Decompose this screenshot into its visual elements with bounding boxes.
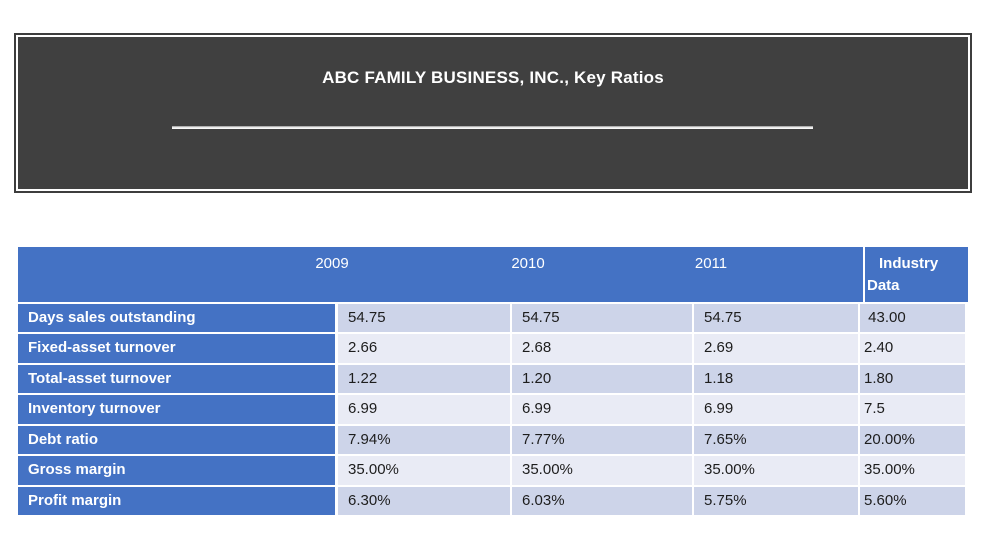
row-label: Debt ratio bbox=[18, 425, 338, 457]
table-row-fixed-asset-turnover: Fixed-asset turnover 2.66 2.68 2.69 2.40 bbox=[18, 334, 968, 365]
value-cell: 7.94% bbox=[338, 425, 512, 457]
value-cell: 35.00% bbox=[338, 456, 512, 487]
value-cell: 43.00 bbox=[860, 304, 965, 335]
row-label: Fixed-asset turnover bbox=[18, 334, 338, 365]
col-header-2011: 2011 bbox=[694, 255, 728, 272]
value-cell: 6.30% bbox=[338, 486, 512, 517]
table-row-total-asset-turnover: Total-asset turnover 1.22 1.20 1.18 1.80 bbox=[18, 364, 968, 396]
value-cell: 35.00% bbox=[860, 456, 965, 487]
key-ratios-table: 2009 2010 2011 Industry Data Days sales … bbox=[18, 247, 968, 517]
row-label: Profit margin bbox=[18, 486, 338, 517]
col-header-industry-data: Industry Data bbox=[863, 247, 968, 302]
table-header-row: 2009 2010 2011 Industry Data bbox=[18, 247, 968, 304]
value-cell: 2.68 bbox=[512, 334, 694, 365]
value-cell: 1.18 bbox=[694, 364, 860, 396]
value-cell: 7.5 bbox=[860, 395, 965, 426]
value-cell: 54.75 bbox=[338, 304, 512, 335]
row-label: Gross margin bbox=[18, 456, 338, 487]
title-divider-line bbox=[172, 126, 813, 129]
table-row-inventory-turnover: Inventory turnover 6.99 6.99 6.99 7.5 bbox=[18, 395, 968, 426]
value-cell: 5.60% bbox=[860, 486, 965, 517]
value-cell: 7.77% bbox=[512, 425, 694, 457]
value-cell: 1.80 bbox=[860, 364, 965, 396]
title-box: ABC FAMILY BUSINESS, INC., Key Ratios bbox=[14, 33, 972, 193]
value-cell: 35.00% bbox=[512, 456, 694, 487]
table-row-debt-ratio: Debt ratio 7.94% 7.77% 7.65% 20.00% bbox=[18, 425, 968, 457]
value-cell: 6.99 bbox=[694, 395, 860, 426]
col-header-2010: 2010 bbox=[511, 255, 545, 272]
table-row-gross-margin: Gross margin 35.00% 35.00% 35.00% 35.00% bbox=[18, 456, 968, 487]
value-cell: 1.22 bbox=[338, 364, 512, 396]
value-cell: 7.65% bbox=[694, 425, 860, 457]
row-label: Total-asset turnover bbox=[18, 364, 338, 396]
col-header-2009: 2009 bbox=[315, 255, 349, 272]
value-cell: 2.69 bbox=[694, 334, 860, 365]
value-cell: 54.75 bbox=[512, 304, 694, 335]
row-label: Days sales outstanding bbox=[18, 304, 338, 335]
value-cell: 20.00% bbox=[860, 425, 965, 457]
value-cell: 1.20 bbox=[512, 364, 694, 396]
value-cell: 2.40 bbox=[860, 334, 965, 365]
slide-title: ABC FAMILY BUSINESS, INC., Key Ratios bbox=[322, 68, 664, 87]
row-label: Inventory turnover bbox=[18, 395, 338, 426]
title-box-fill: ABC FAMILY BUSINESS, INC., Key Ratios bbox=[18, 37, 968, 189]
table-row-days-sales-outstanding: Days sales outstanding 54.75 54.75 54.75… bbox=[18, 304, 968, 335]
value-cell: 5.75% bbox=[694, 486, 860, 517]
value-cell: 6.99 bbox=[338, 395, 512, 426]
value-cell: 2.66 bbox=[338, 334, 512, 365]
table-body: Days sales outstanding 54.75 54.75 54.75… bbox=[18, 304, 968, 517]
value-cell: 35.00% bbox=[694, 456, 860, 487]
table-row-profit-margin: Profit margin 6.30% 6.03% 5.75% 5.60% bbox=[18, 486, 968, 517]
value-cell: 54.75 bbox=[694, 304, 860, 335]
value-cell: 6.03% bbox=[512, 486, 694, 517]
value-cell: 6.99 bbox=[512, 395, 694, 426]
